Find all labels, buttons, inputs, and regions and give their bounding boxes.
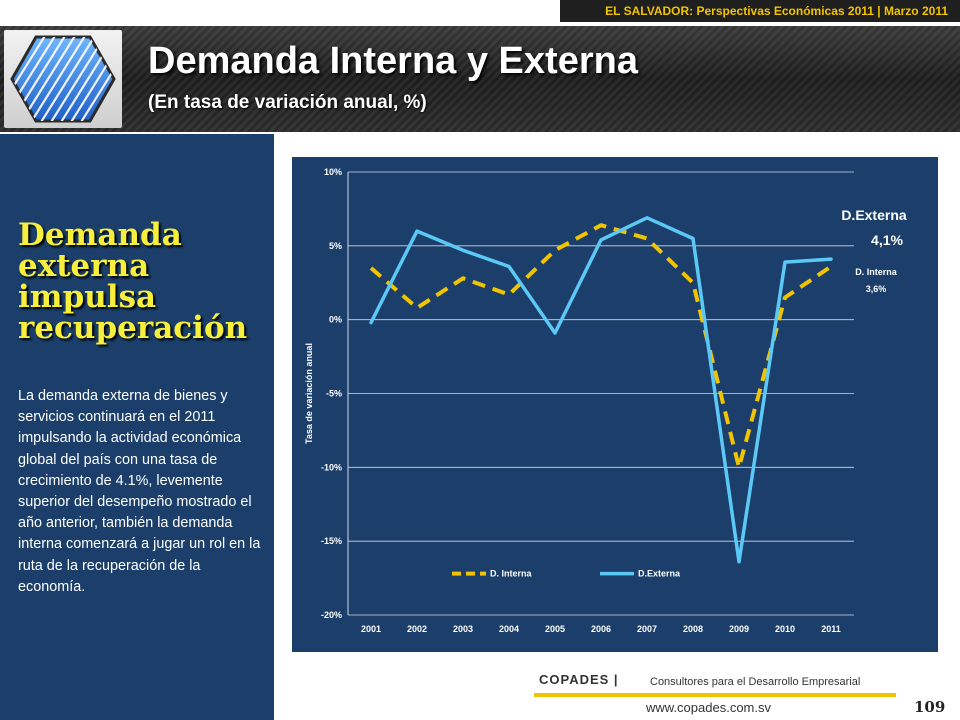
x-tick-label: 2006 [591,624,611,634]
annotation-label: D. Interna [855,267,898,277]
x-tick-label: 2007 [637,624,657,634]
series-line-dexterna [369,216,833,564]
page-title: Demanda Interna y Externa [148,40,638,82]
top-banner-bar: EL SALVADOR: Perspectivas Económicas 201… [560,0,960,22]
footer-tagline: Consultores para el Desarrollo Empresari… [650,676,861,688]
legend-label: D.Externa [638,569,681,579]
logo-hexagon-icon [10,35,116,123]
x-tick-label: 2003 [453,624,473,634]
y-tick-label: -10% [321,462,342,472]
legend-label: D. Interna [490,569,533,579]
footer-divider [534,693,896,697]
left-body-text: La demanda externa de bienes y servicios… [18,388,261,595]
series-line-dinterna [369,223,833,470]
x-tick-label: 2011 [821,624,841,634]
header: Demanda Interna y Externa (En tasa de va… [0,26,960,132]
x-tick-label: 2004 [499,624,519,634]
chart-panel: 10% 5% 0% -5% -10% -15% -20% 2001 2002 2003 2004 20… [292,157,938,652]
top-strip: EL SALVADOR: Perspectivas Económicas 201… [0,0,960,26]
x-tick-label: 2010 [775,624,795,634]
logo [4,30,122,128]
annotation-value: 3,6% [866,284,887,294]
top-banner-text: EL SALVADOR: Perspectivas Económicas 201… [605,4,948,18]
y-tick-label: 10% [324,167,342,177]
footer-url[interactable]: www.copades.com.sv [646,700,771,715]
left-heading: Demanda externa impulsa recuperación [18,217,248,346]
x-tick-label: 2001 [361,624,381,634]
y-tick-label: 5% [329,241,342,251]
left-panel: Demanda externa impulsa recuperación La … [0,134,274,720]
page-subtitle: (En tasa de variación anual, %) [148,92,427,113]
y-tick-label: -5% [326,389,342,399]
y-tick-label: -20% [321,610,342,620]
footer-brand: COPADES | [539,672,619,687]
x-tick-label: 2002 [407,624,427,634]
x-tick-label: 2005 [545,624,565,634]
y-axis-label: Tasa de variación anual [304,343,314,444]
x-tick-label: 2009 [729,624,749,634]
y-tick-label: 0% [329,315,342,325]
annotation-value: 4,1% [871,232,903,248]
x-tick-label: 2008 [683,624,703,634]
annotation-label: D.Externa [841,207,907,223]
page-number: 109 [914,698,946,716]
line-chart: 10% 5% 0% -5% -10% -15% -20% 2001 2002 2003 2004 20… [304,167,907,634]
y-tick-label: -15% [321,536,342,546]
